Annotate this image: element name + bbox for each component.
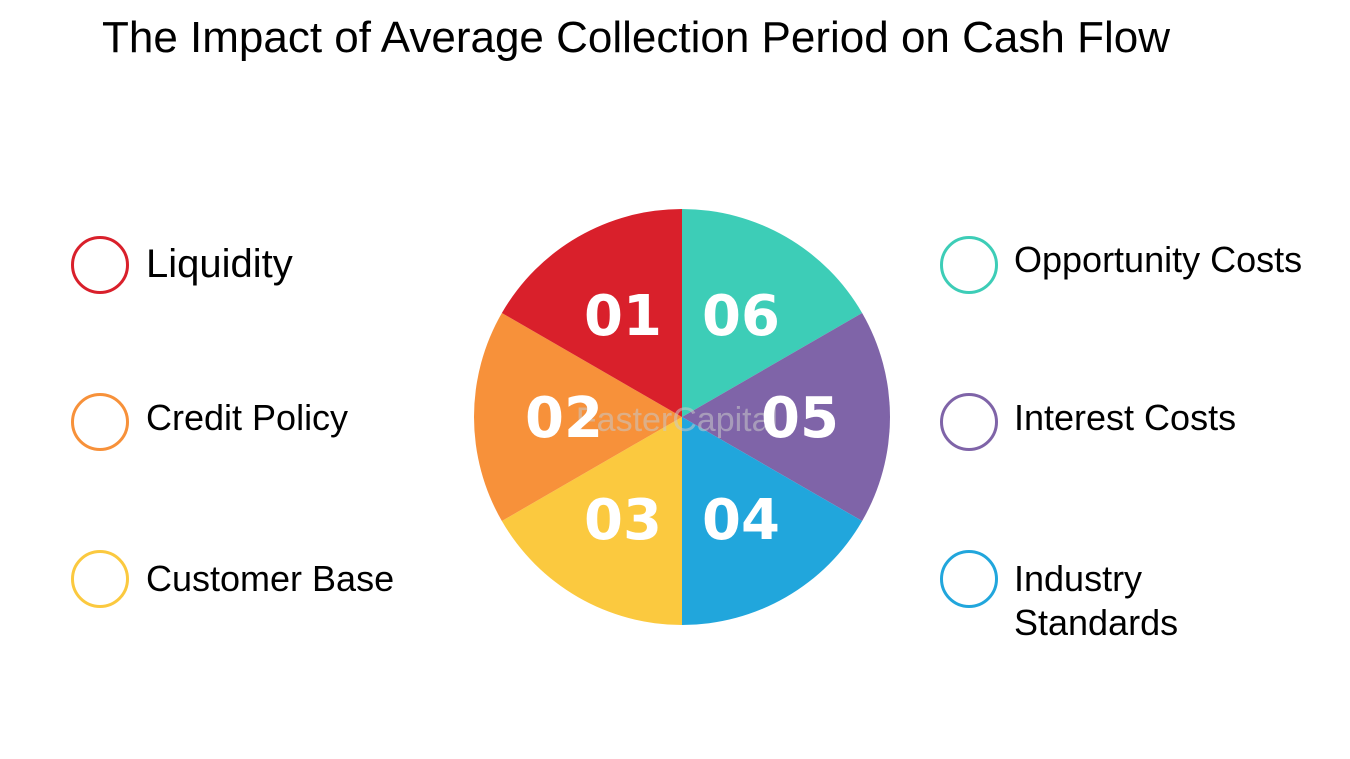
- slice-number-05: 05: [761, 386, 839, 451]
- item-label: Credit Policy: [146, 397, 349, 438]
- circle-icon: [71, 236, 129, 294]
- page-title: The Impact of Average Collection Period …: [102, 13, 1170, 62]
- item-label: Customer Base: [146, 558, 395, 599]
- item-label: Interest Costs: [1014, 397, 1237, 438]
- watermark-text: FasterCapital: [576, 401, 778, 439]
- slice-01: [501, 209, 682, 417]
- slice-03: [501, 417, 682, 625]
- circle-icon: [71, 393, 129, 451]
- circle-icon: [940, 236, 998, 294]
- slice-04: [682, 417, 863, 625]
- item-label: Opportunity Costs: [1014, 239, 1303, 280]
- slice-number-04: 04: [702, 488, 780, 553]
- slice-number-06: 06: [702, 284, 780, 349]
- slice-number-03: 03: [584, 488, 662, 553]
- circle-icon: [940, 550, 998, 608]
- slice-number-01: 01: [584, 284, 662, 349]
- slice-05: [682, 313, 890, 521]
- circle-icon: [71, 550, 129, 608]
- pie-wheel: FasterCapital 06 05 04 03 02 01: [474, 209, 890, 625]
- slice-number-02: 02: [525, 386, 603, 451]
- circle-icon: [940, 393, 998, 451]
- item-label: Liquidity: [146, 242, 293, 286]
- item-label: Industry Standards: [1014, 558, 1179, 643]
- slice-06: [682, 209, 863, 417]
- slice-02: [474, 313, 682, 521]
